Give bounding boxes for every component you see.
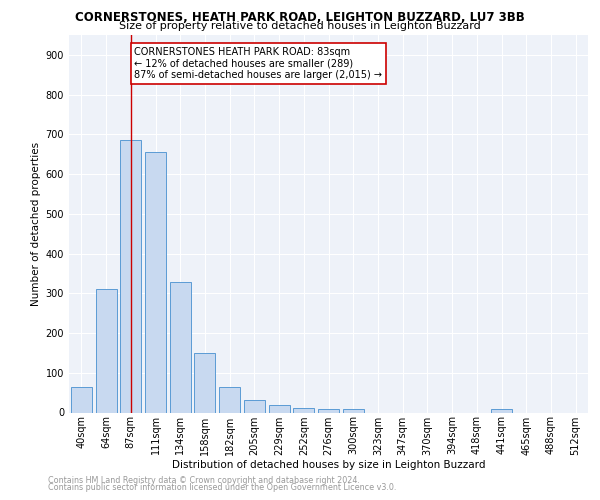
Bar: [170, 282, 191, 412]
Bar: [318, 408, 339, 412]
Bar: [244, 400, 265, 412]
Bar: [293, 408, 314, 412]
X-axis label: Distribution of detached houses by size in Leighton Buzzard: Distribution of detached houses by size …: [172, 460, 485, 470]
Text: CORNERSTONES, HEATH PARK ROAD, LEIGHTON BUZZARD, LU7 3BB: CORNERSTONES, HEATH PARK ROAD, LEIGHTON …: [75, 11, 525, 24]
Text: CORNERSTONES HEATH PARK ROAD: 83sqm
← 12% of detached houses are smaller (289)
8: CORNERSTONES HEATH PARK ROAD: 83sqm ← 12…: [134, 47, 382, 80]
Bar: [219, 386, 240, 412]
Text: Contains HM Land Registry data © Crown copyright and database right 2024.: Contains HM Land Registry data © Crown c…: [48, 476, 360, 485]
Bar: [269, 404, 290, 412]
Bar: [491, 408, 512, 412]
Y-axis label: Number of detached properties: Number of detached properties: [31, 142, 41, 306]
Bar: [343, 410, 364, 412]
Text: Contains public sector information licensed under the Open Government Licence v3: Contains public sector information licen…: [48, 484, 397, 492]
Bar: [95, 290, 116, 412]
Bar: [145, 152, 166, 412]
Bar: [71, 388, 92, 412]
Text: Size of property relative to detached houses in Leighton Buzzard: Size of property relative to detached ho…: [119, 21, 481, 31]
Bar: [194, 353, 215, 412]
Bar: [120, 140, 141, 412]
